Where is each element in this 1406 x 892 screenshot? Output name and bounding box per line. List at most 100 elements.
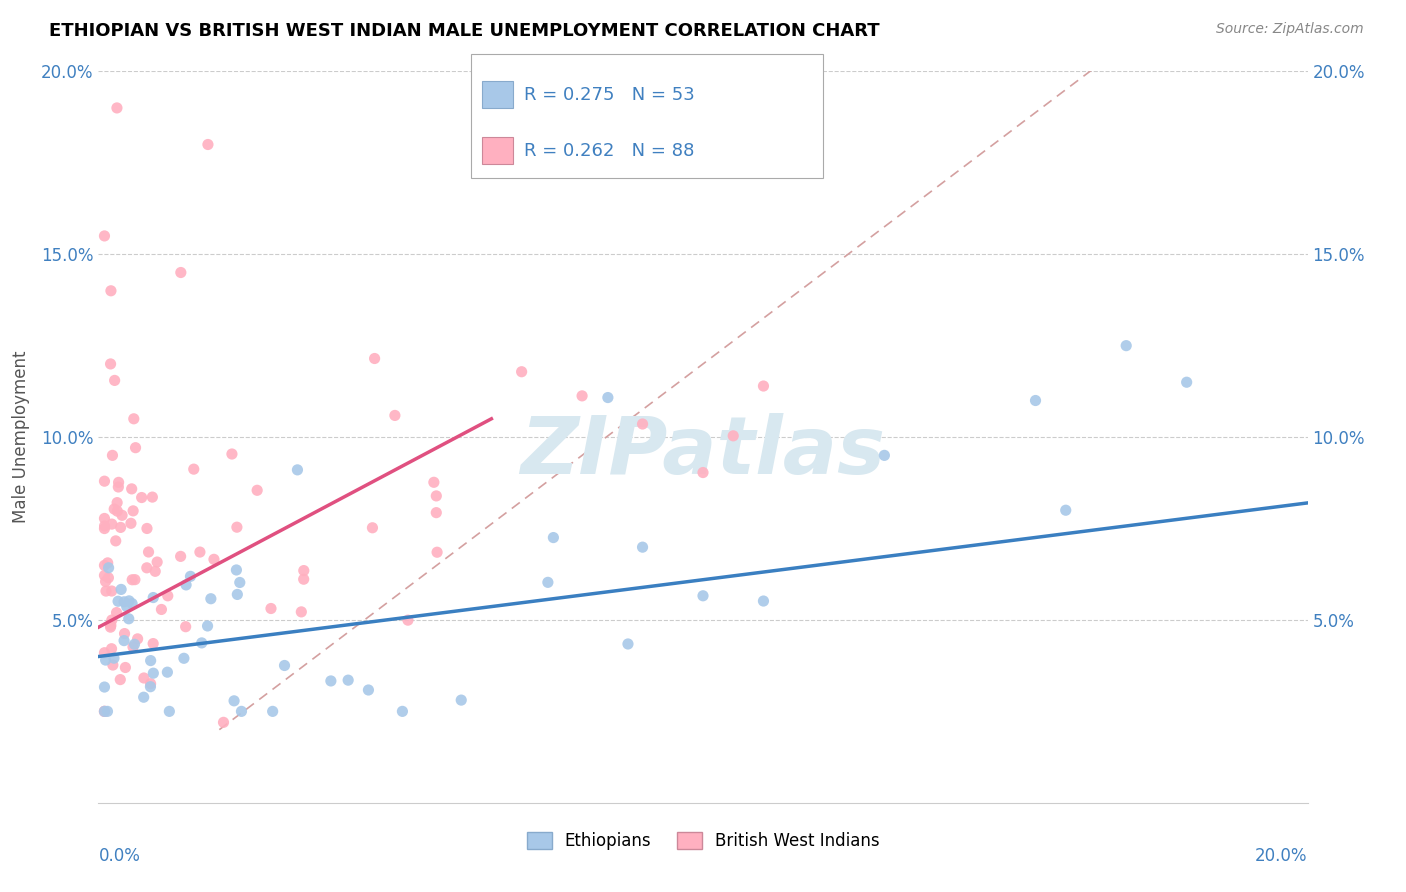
Point	[1115, 338, 1137, 352]
Point	[391, 705, 413, 719]
Point	[110, 673, 132, 687]
Point	[423, 475, 446, 490]
Point	[262, 705, 284, 719]
Point	[537, 575, 560, 590]
Point	[93, 646, 115, 660]
Point	[103, 502, 125, 516]
Point	[93, 519, 115, 533]
Point	[135, 561, 157, 575]
Point	[103, 651, 125, 665]
Point	[170, 266, 193, 280]
Point	[139, 654, 162, 668]
Point	[169, 549, 191, 564]
Point	[105, 101, 128, 115]
Point	[93, 705, 115, 719]
Point	[752, 594, 775, 608]
Point	[122, 640, 145, 654]
Point	[692, 589, 714, 603]
Point	[114, 626, 136, 640]
Point	[138, 545, 160, 559]
Point	[188, 545, 211, 559]
Point	[173, 651, 195, 665]
Point	[121, 597, 143, 611]
Point	[197, 137, 219, 152]
Point	[141, 490, 163, 504]
Point	[104, 373, 127, 387]
Point	[617, 637, 640, 651]
Point	[156, 589, 179, 603]
Point	[107, 480, 129, 494]
Point	[543, 531, 565, 545]
Point	[273, 658, 295, 673]
Text: R = 0.262   N = 88: R = 0.262 N = 88	[524, 142, 695, 160]
Point	[156, 665, 179, 680]
Point	[121, 573, 143, 587]
Point	[101, 517, 124, 532]
Point	[384, 409, 406, 423]
Point	[142, 637, 165, 651]
Point	[873, 448, 896, 462]
Point	[100, 641, 122, 656]
Point	[120, 516, 142, 531]
Point	[97, 556, 120, 570]
Point	[229, 575, 252, 590]
Point	[450, 693, 472, 707]
Point	[100, 357, 122, 371]
Point	[93, 522, 115, 536]
Point	[121, 482, 143, 496]
Point	[337, 673, 360, 688]
Point	[93, 558, 115, 573]
Point	[94, 574, 117, 589]
Point	[96, 705, 118, 719]
Point	[571, 389, 593, 403]
Point	[142, 591, 165, 605]
Text: Source: ZipAtlas.com: Source: ZipAtlas.com	[1216, 22, 1364, 37]
Point	[190, 636, 212, 650]
Point	[174, 578, 197, 592]
Point	[110, 582, 132, 597]
Point	[357, 683, 380, 698]
Point	[107, 594, 129, 608]
Point	[93, 680, 115, 694]
Point	[124, 637, 146, 651]
Text: ETHIOPIAN VS BRITISH WEST INDIAN MALE UNEMPLOYMENT CORRELATION CHART: ETHIOPIAN VS BRITISH WEST INDIAN MALE UN…	[49, 22, 880, 40]
Point	[100, 584, 122, 599]
Point	[142, 666, 165, 681]
Point	[118, 612, 141, 626]
Point	[200, 591, 222, 606]
Point	[1175, 375, 1198, 389]
Point	[396, 613, 419, 627]
Text: ZIPatlas: ZIPatlas	[520, 413, 886, 491]
Point	[124, 573, 146, 587]
Point	[221, 447, 243, 461]
Point	[260, 601, 283, 615]
Point	[93, 705, 115, 719]
Point	[212, 715, 235, 730]
Point	[425, 489, 447, 503]
Point	[292, 572, 315, 586]
Point	[93, 705, 115, 719]
Point	[179, 569, 201, 583]
Point	[510, 365, 533, 379]
Point	[425, 506, 447, 520]
Point	[225, 563, 247, 577]
Point	[105, 504, 128, 518]
Point	[143, 564, 166, 578]
Point	[101, 613, 124, 627]
Point	[132, 671, 155, 685]
Point	[93, 229, 115, 244]
Point	[105, 606, 128, 620]
Point	[174, 620, 197, 634]
Point	[131, 491, 153, 505]
Point	[183, 462, 205, 476]
Point	[136, 521, 159, 535]
Point	[94, 584, 117, 599]
Point	[231, 705, 253, 719]
Point	[202, 552, 225, 566]
Point	[94, 653, 117, 667]
Point	[426, 545, 449, 559]
Point	[139, 680, 162, 694]
Point	[93, 474, 115, 488]
Point	[290, 605, 312, 619]
Point	[287, 463, 309, 477]
